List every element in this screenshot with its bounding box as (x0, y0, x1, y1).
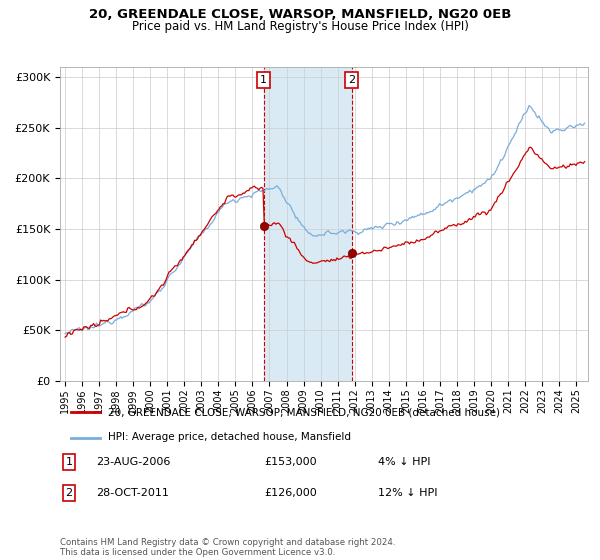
Text: 4% ↓ HPI: 4% ↓ HPI (378, 457, 431, 467)
Text: 2: 2 (65, 488, 73, 498)
Text: £153,000: £153,000 (264, 457, 317, 467)
Text: Price paid vs. HM Land Registry's House Price Index (HPI): Price paid vs. HM Land Registry's House … (131, 20, 469, 32)
Text: 1: 1 (260, 74, 267, 85)
Text: 20, GREENDALE CLOSE, WARSOP, MANSFIELD, NG20 0EB: 20, GREENDALE CLOSE, WARSOP, MANSFIELD, … (89, 8, 511, 21)
Text: Contains HM Land Registry data © Crown copyright and database right 2024.
This d: Contains HM Land Registry data © Crown c… (60, 538, 395, 557)
Bar (263, 67, 352, 381)
Text: HPI: Average price, detached house, Mansfield: HPI: Average price, detached house, Mans… (107, 432, 350, 442)
Text: 12% ↓ HPI: 12% ↓ HPI (378, 488, 437, 498)
Text: 2: 2 (348, 74, 355, 85)
Text: 20, GREENDALE CLOSE, WARSOP, MANSFIELD, NG20 0EB (detached house): 20, GREENDALE CLOSE, WARSOP, MANSFIELD, … (107, 408, 500, 418)
Text: 1: 1 (65, 457, 73, 467)
Text: £126,000: £126,000 (264, 488, 317, 498)
Text: 23-AUG-2006: 23-AUG-2006 (96, 457, 170, 467)
Text: 28-OCT-2011: 28-OCT-2011 (96, 488, 169, 498)
